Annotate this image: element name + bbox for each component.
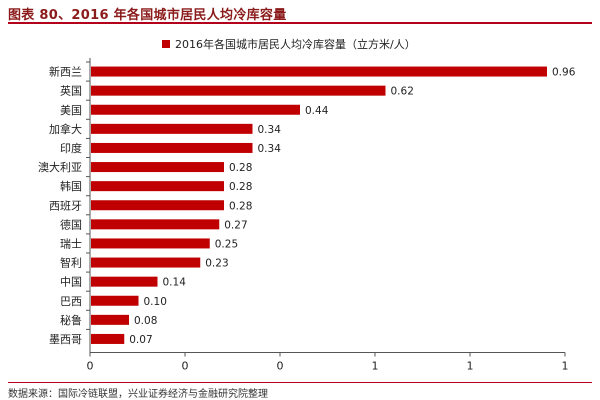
data-label: 0.23 — [205, 258, 228, 270]
chart-title: 图表 80、2016 年各国城市居民人均冷库容量 — [8, 8, 287, 23]
category-label: 德国 — [60, 217, 82, 231]
data-label: 0.07 — [129, 334, 152, 346]
category-label: 印度 — [60, 141, 82, 155]
category-label: 韩国 — [60, 179, 82, 193]
x-tick-label: 0 — [87, 360, 94, 373]
bar — [91, 295, 139, 306]
data-label: 0.44 — [305, 105, 329, 117]
data-label: 0.25 — [215, 238, 238, 250]
bar — [91, 104, 300, 115]
legend-label: 2016年各国城市居民人均冷库容量（立方米/人） — [175, 37, 416, 51]
bar — [91, 219, 220, 230]
bar — [91, 162, 224, 173]
x-tick-label: 1 — [372, 360, 379, 373]
bar — [91, 333, 125, 344]
category-label: 澳大利亚 — [38, 160, 82, 174]
category-label: 中国 — [60, 276, 82, 289]
data-label: 0.34 — [258, 124, 282, 136]
bar — [91, 200, 224, 211]
data-label: 0.96 — [552, 67, 576, 79]
data-label: 0.14 — [163, 277, 187, 289]
category-label: 西班牙 — [49, 199, 82, 212]
data-label: 0.28 — [229, 162, 252, 174]
bar — [91, 257, 201, 268]
bar — [91, 314, 129, 325]
x-tick-label: 0 — [182, 360, 189, 373]
data-label: 0.62 — [391, 86, 414, 98]
bar-chart: 2016年各国城市居民人均冷库容量（立方米/人） 0 0 0 1 1 1 新西兰 0.96 英国 0… — [38, 37, 576, 373]
bar — [91, 181, 224, 192]
bar — [91, 123, 253, 134]
data-label: 0.10 — [144, 296, 167, 308]
category-label: 英国 — [60, 84, 82, 98]
source-note: 数据来源：国际冷链联盟，兴业证券经济与金融研究院整理 — [8, 382, 592, 400]
title-divider — [8, 22, 592, 24]
x-tick-label: 1 — [562, 360, 569, 373]
bar — [91, 276, 158, 287]
category-label: 秘鲁 — [60, 313, 82, 327]
category-label: 巴西 — [60, 295, 82, 308]
data-label: 0.08 — [134, 315, 157, 327]
bar — [91, 142, 253, 153]
legend-swatch — [162, 40, 170, 48]
bar — [91, 238, 210, 249]
category-label: 墨西哥 — [49, 333, 82, 346]
data-label: 0.27 — [224, 219, 247, 231]
category-label: 瑞士 — [60, 236, 82, 250]
x-tick-label: 1 — [467, 360, 474, 373]
category-label: 新西兰 — [49, 65, 82, 79]
data-label: 0.28 — [229, 181, 252, 193]
x-tick-label: 0 — [277, 360, 284, 373]
data-label: 0.34 — [258, 143, 282, 155]
category-label: 智利 — [60, 256, 82, 270]
bar — [91, 85, 386, 96]
data-label: 0.28 — [229, 200, 252, 212]
bar — [91, 66, 547, 77]
category-label: 美国 — [60, 104, 82, 117]
category-label: 加拿大 — [49, 122, 82, 136]
